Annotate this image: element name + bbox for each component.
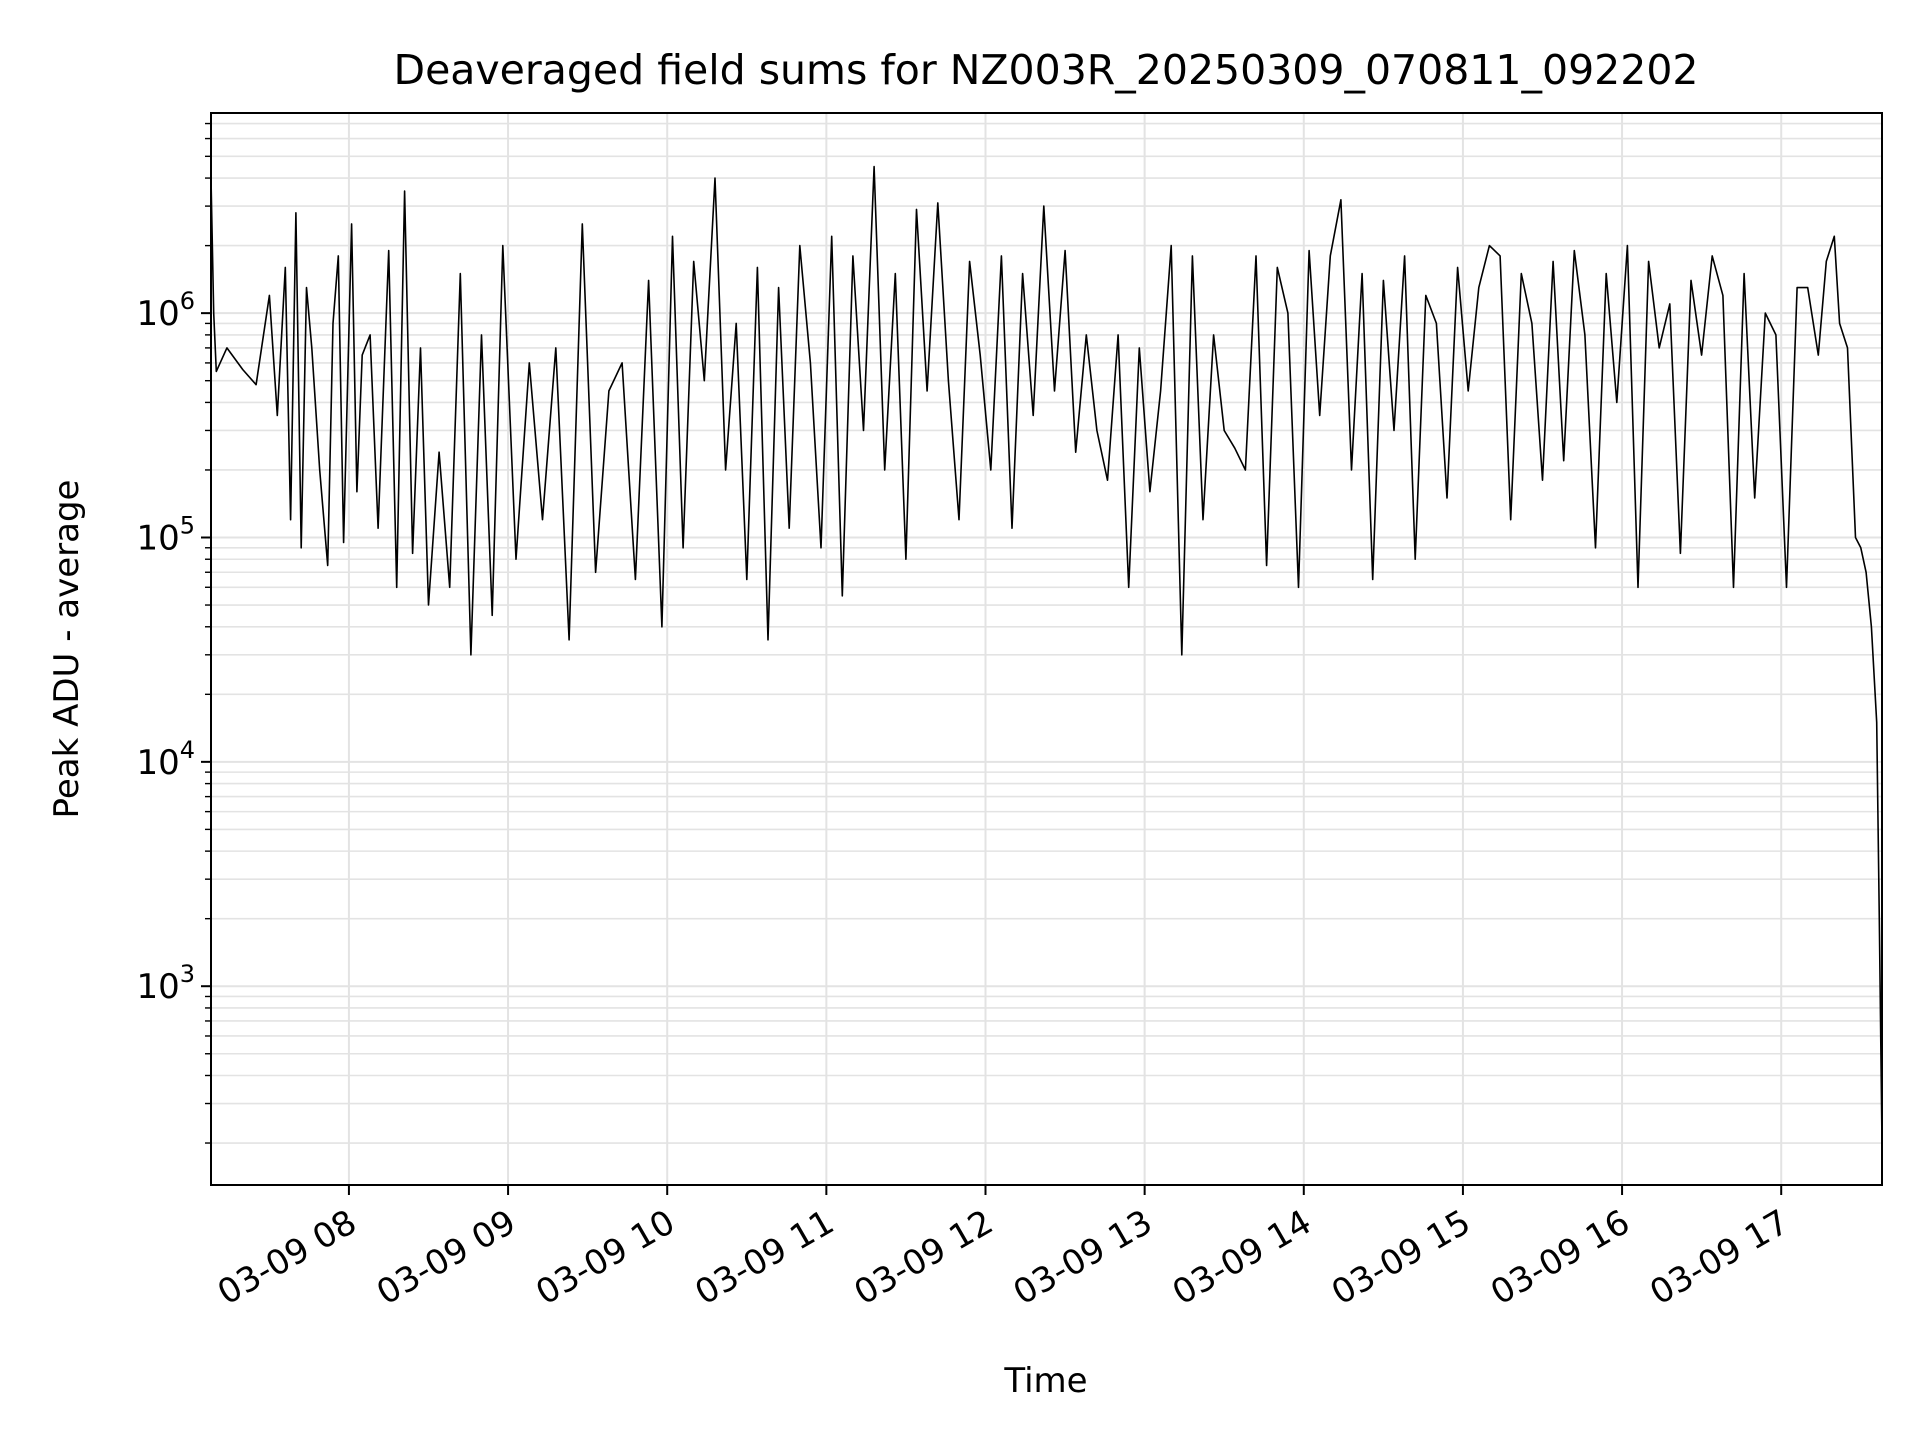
- y-tick-label-exponent: 3: [180, 960, 195, 988]
- y-tick-label: 105: [136, 512, 195, 559]
- y-tick-label: 104: [136, 736, 195, 783]
- y-tick-label-exponent: 4: [180, 736, 195, 764]
- y-axis-label: Peak ADU - average: [47, 480, 87, 819]
- y-tick-label-exponent: 5: [180, 512, 195, 540]
- y-tick-label-base: 10: [136, 294, 179, 334]
- y-tick-label-base: 10: [136, 743, 179, 783]
- chart-title: Deaveraged field sums for NZ003R_2025030…: [394, 46, 1699, 94]
- x-axis-label: Time: [1003, 1361, 1087, 1401]
- y-tick-label: 106: [136, 287, 195, 334]
- data-layer: [210, 165, 1883, 1144]
- y-tick-label-exponent: 6: [180, 287, 195, 315]
- plot-frame: [210, 112, 1883, 1186]
- series-line-0: [210, 165, 1883, 1144]
- y-tick-label-base: 10: [136, 519, 179, 559]
- y-tick-label: 103: [136, 960, 195, 1007]
- y-tick-label-base: 10: [136, 967, 179, 1007]
